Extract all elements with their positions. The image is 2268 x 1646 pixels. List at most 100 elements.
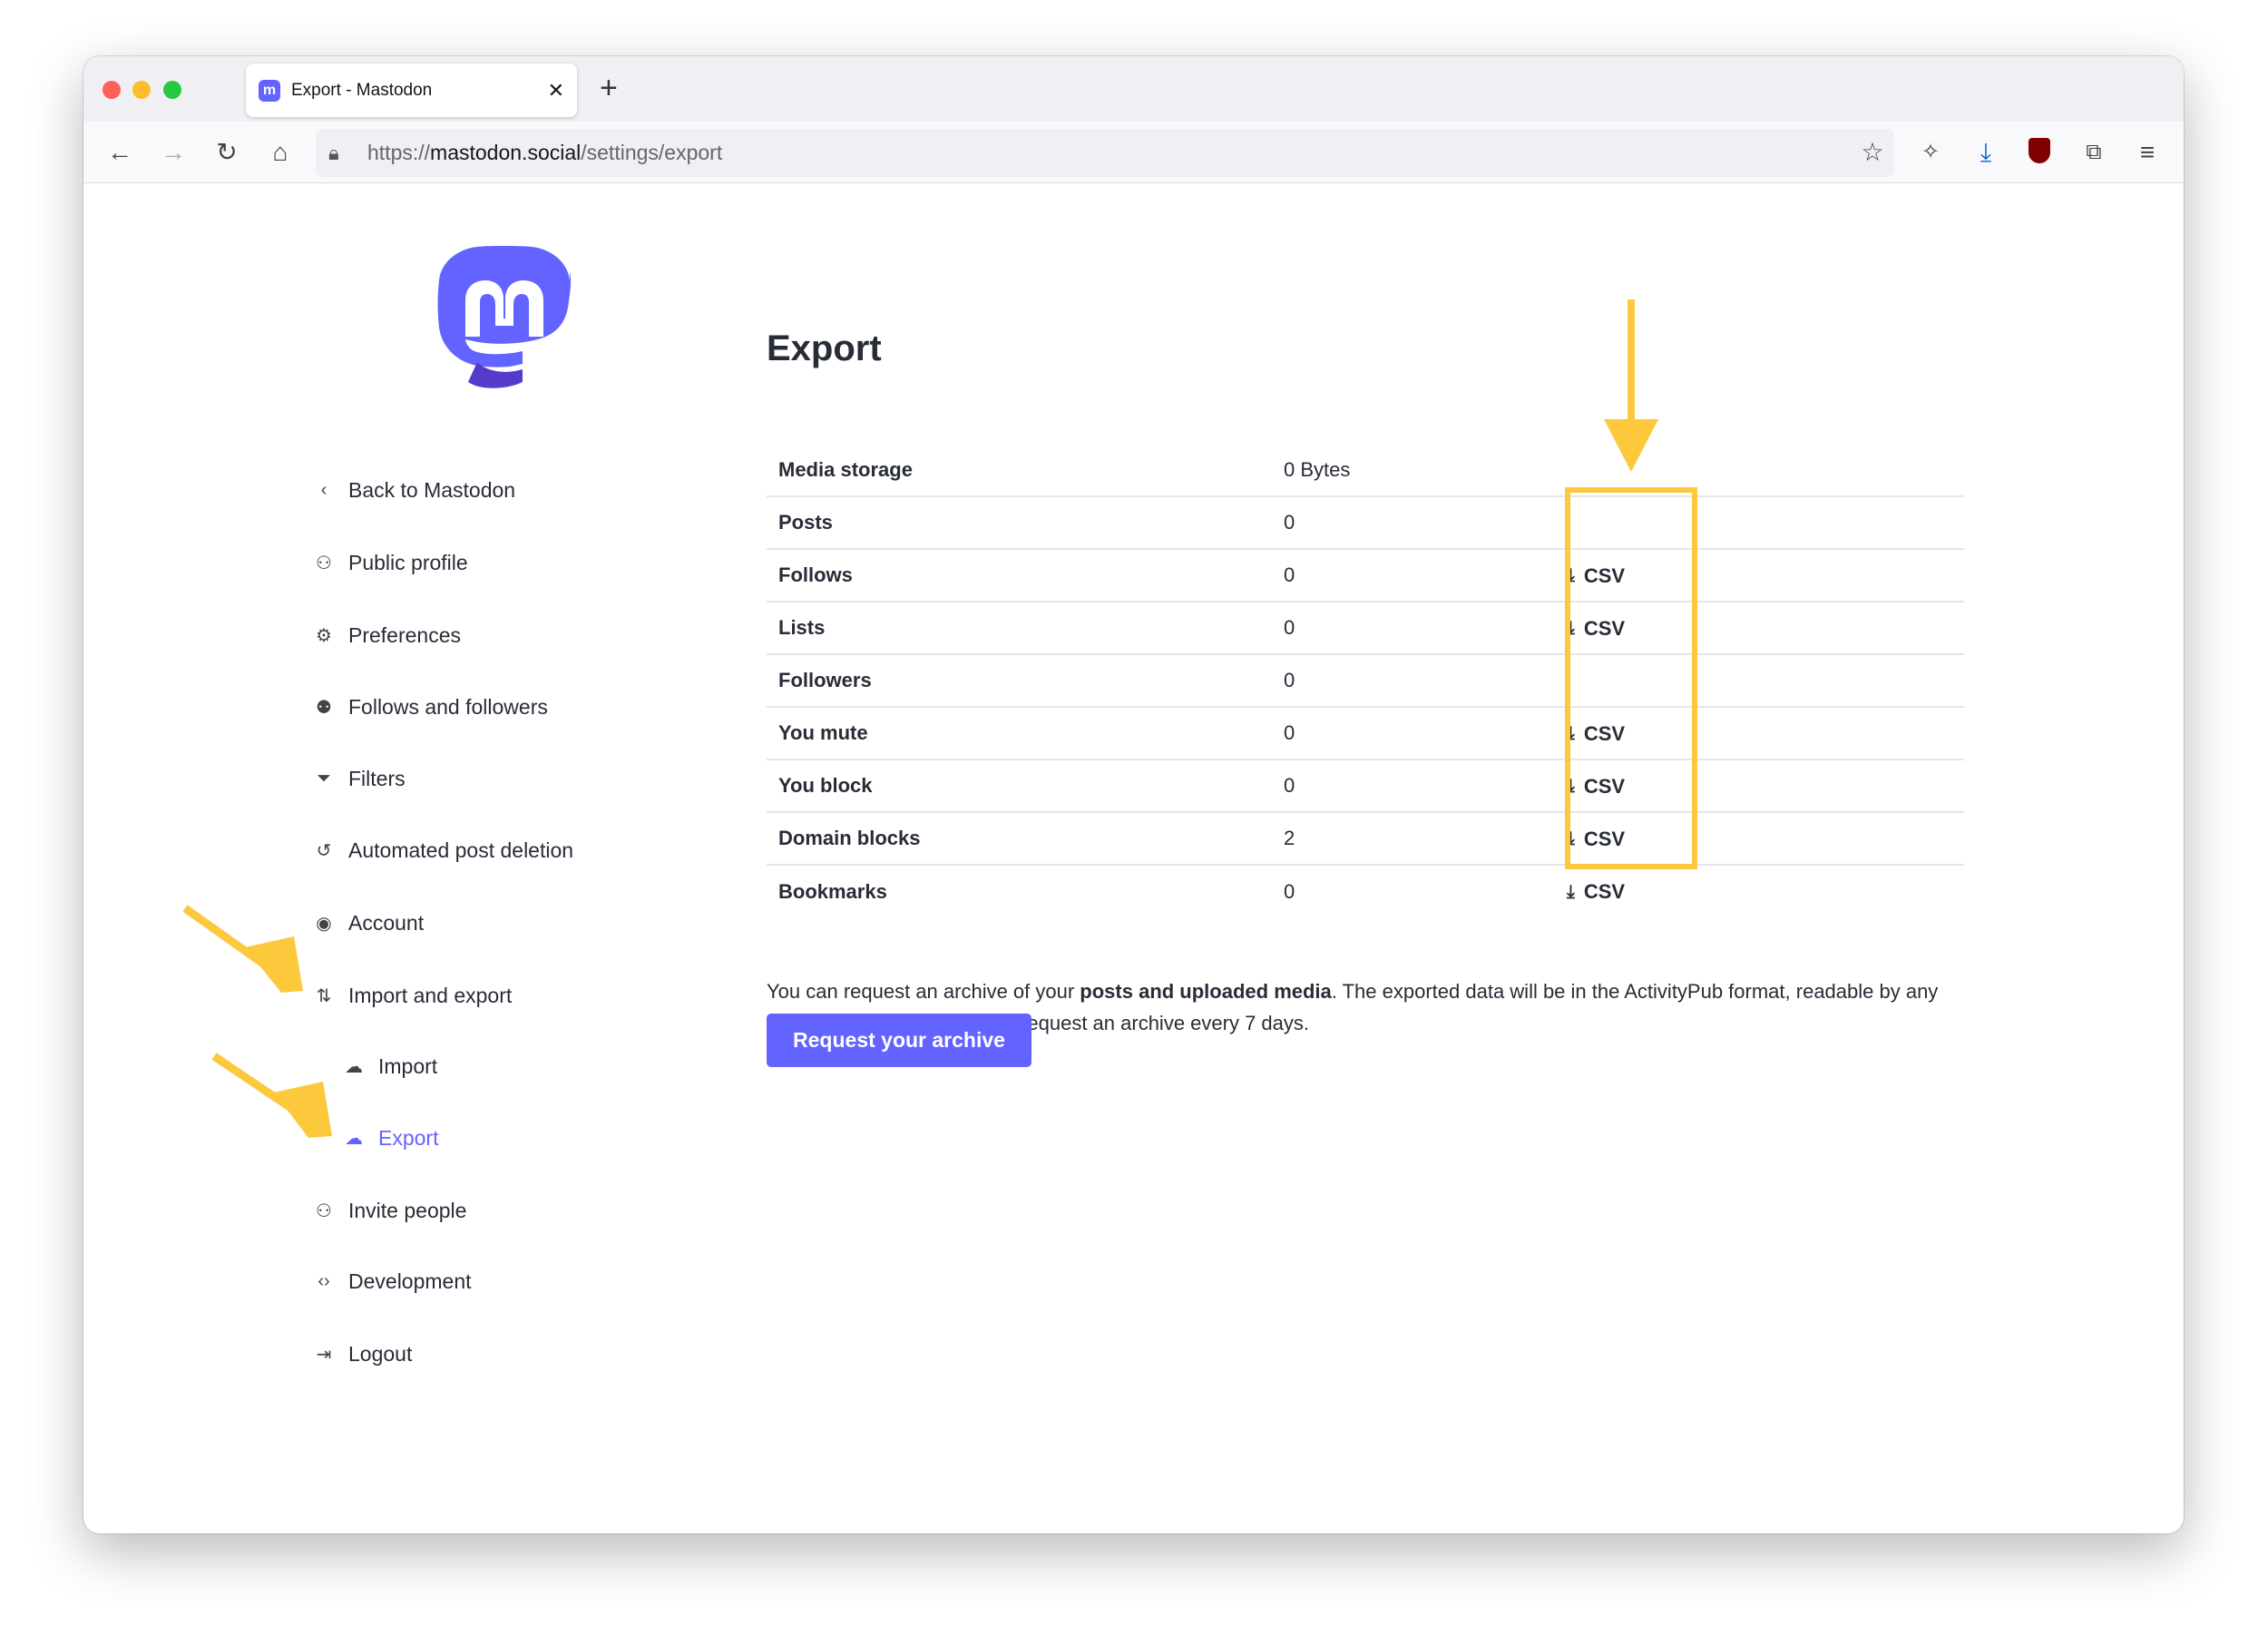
row-label: Domain blocks xyxy=(767,812,1284,866)
csv-download-link[interactable]: ⤓ CSV xyxy=(1567,564,1625,588)
home-icon[interactable]: ⌂ xyxy=(272,138,288,166)
row-label: Bookmarks xyxy=(778,879,887,903)
nav-toolbar: ← → ↻ ⌂ 🔒︎ https://mastodon.social/setti… xyxy=(83,122,2184,183)
downloads-icon[interactable]: ⤓ xyxy=(1980,138,1992,166)
lock-icon: 🔒︎ xyxy=(328,142,339,164)
csv-download-link[interactable]: ⤓ CSV xyxy=(1567,880,1625,904)
filter-icon: ⏷ xyxy=(317,768,331,789)
sidebar-item-filters[interactable]: ⏷ Filters xyxy=(312,760,406,797)
table-row: Follows 0 ⤓ CSV xyxy=(767,549,1964,603)
url-domain: mastodon.social xyxy=(430,141,582,164)
minimize-window-button[interactable] xyxy=(132,81,151,99)
zoom-window-button[interactable] xyxy=(163,81,181,99)
row-action xyxy=(1560,654,1964,708)
sidebar-item-automated-deletion[interactable]: ↺ Automated post deletion xyxy=(312,832,573,868)
annotation-arrow-down xyxy=(1604,299,1658,472)
sidebar-item-follows[interactable]: ⚉ Follows and followers xyxy=(312,689,548,725)
sidebar-item-public-profile[interactable]: ⚇ Public profile xyxy=(312,544,468,581)
sidebar-item-label: Logout xyxy=(348,1341,413,1366)
csv-download-link[interactable]: ⤓ CSV xyxy=(1567,775,1625,799)
bookmark-star-icon[interactable]: ☆ xyxy=(1861,138,1884,166)
cloud-upload-icon: ☁ xyxy=(345,1056,363,1077)
url-bar[interactable]: 🔒︎ https://mastodon.social/settings/expo… xyxy=(316,129,1894,177)
sidebar-item-import[interactable]: ☁ Import xyxy=(342,1048,437,1084)
extensions-icon[interactable]: ⧉ xyxy=(2086,140,2102,164)
person-icon: ⚇ xyxy=(316,553,332,573)
tab-export[interactable]: m Export - Mastodon ✕ xyxy=(246,64,577,117)
extension-icon[interactable]: ✧ xyxy=(1921,140,1941,164)
logout-icon: ⇥ xyxy=(316,1344,332,1365)
sidebar-item-label: Preferences xyxy=(348,622,462,647)
row-value: 2 xyxy=(1284,812,1560,866)
request-archive-button[interactable]: Request your archive xyxy=(767,1014,1031,1067)
row-value: 0 xyxy=(1284,707,1560,760)
row-action: ⤓ CSV xyxy=(1560,865,1964,917)
sidebar-item-import-export[interactable]: ⇅ Import and export xyxy=(312,977,513,1014)
history-icon: ↺ xyxy=(316,840,332,861)
mastodon-logo xyxy=(437,246,572,388)
csv-label: CSV xyxy=(1583,563,1626,587)
para-text: You can request an archive of your xyxy=(767,980,1080,1003)
close-window-button[interactable] xyxy=(103,81,121,99)
sidebar-item-invite[interactable]: ⚇ Invite people xyxy=(312,1192,466,1229)
sidebar-item-label: Follows and followers xyxy=(348,694,548,719)
row-label: Media storage xyxy=(767,444,1284,497)
chevron-left-icon: ‹ xyxy=(320,479,327,500)
csv-label: CSV xyxy=(1583,827,1626,850)
download-icon: ⤓ xyxy=(1567,881,1575,902)
csv-label: CSV xyxy=(1583,616,1626,640)
table-row: Posts 0 xyxy=(767,496,1964,550)
people-icon: ⚉ xyxy=(316,697,332,718)
para-bold: posts and uploaded media xyxy=(1080,980,1332,1003)
sidebar-item-label: Public profile xyxy=(348,550,468,574)
sidebar-item-preferences[interactable]: ⚙ Preferences xyxy=(312,617,461,653)
row-action: ⤓ CSV xyxy=(1560,707,1964,760)
table-row: You mute 0 ⤓ CSV xyxy=(767,707,1964,760)
download-icon: ⤓ xyxy=(1567,565,1575,586)
csv-download-link[interactable]: ⤓ CSV xyxy=(1567,722,1625,746)
row-value: 0 xyxy=(1284,549,1560,603)
table-row: Domain blocks 2 ⤓ CSV xyxy=(767,812,1964,866)
new-tab-button[interactable]: + xyxy=(600,71,618,105)
row-value: 0 xyxy=(1284,759,1560,813)
row-label: You mute xyxy=(767,707,1284,760)
mastodon-favicon-icon: m xyxy=(259,79,280,102)
table-row: Lists 0 ⤓ CSV xyxy=(767,602,1964,655)
row-value: 0 xyxy=(1284,879,1295,903)
gear-icon: ⚙ xyxy=(316,625,332,646)
back-icon[interactable]: ← xyxy=(107,138,132,166)
account-circle-icon: ◉ xyxy=(316,913,332,934)
row-value: 0 xyxy=(1284,496,1560,550)
sidebar-item-development[interactable]: ‹› Development xyxy=(312,1263,471,1299)
menu-icon[interactable]: ≡ xyxy=(2139,138,2156,166)
reload-icon[interactable]: ↻ xyxy=(216,138,238,166)
sidebar-item-label: Filters xyxy=(348,766,406,790)
sidebar-item-label: Export xyxy=(378,1125,439,1150)
row-label: Followers xyxy=(767,654,1284,708)
ublock-icon[interactable] xyxy=(2024,138,2055,170)
csv-download-link[interactable]: ⤓ CSV xyxy=(1567,617,1625,641)
close-tab-icon[interactable]: ✕ xyxy=(547,78,564,102)
row-value: 0 xyxy=(1284,602,1560,655)
tab-bar: m Export - Mastodon ✕ + xyxy=(83,56,2184,122)
csv-label: CSV xyxy=(1583,880,1626,904)
sidebar-item-export[interactable]: ☁ Export xyxy=(342,1120,438,1156)
sidebar-item-back[interactable]: ‹ Back to Mastodon xyxy=(312,472,515,508)
row-action: ⤓ CSV xyxy=(1560,602,1964,655)
sidebar-item-label: Automated post deletion xyxy=(348,838,574,862)
annotation-arrow-export xyxy=(211,1053,332,1138)
download-icon: ⤓ xyxy=(1567,723,1575,744)
cloud-download-icon: ☁ xyxy=(345,1128,363,1149)
sidebar-item-label: Import and export xyxy=(348,983,513,1007)
sidebar-item-logout[interactable]: ⇥ Logout xyxy=(312,1336,413,1372)
page-title: Export xyxy=(767,328,882,368)
forward-icon[interactable]: → xyxy=(161,138,186,166)
sidebar-item-label: Back to Mastodon xyxy=(348,477,516,502)
annotation-highlight-box xyxy=(1565,487,1697,869)
annotation-arrows xyxy=(182,299,1658,1138)
csv-download-link[interactable]: ⤓ CSV xyxy=(1567,828,1625,851)
row-action xyxy=(1560,496,1964,550)
download-icon: ⤓ xyxy=(1567,618,1575,639)
sidebar-item-label: Import xyxy=(378,1053,438,1078)
sidebar-item-account[interactable]: ◉ Account xyxy=(312,905,424,941)
